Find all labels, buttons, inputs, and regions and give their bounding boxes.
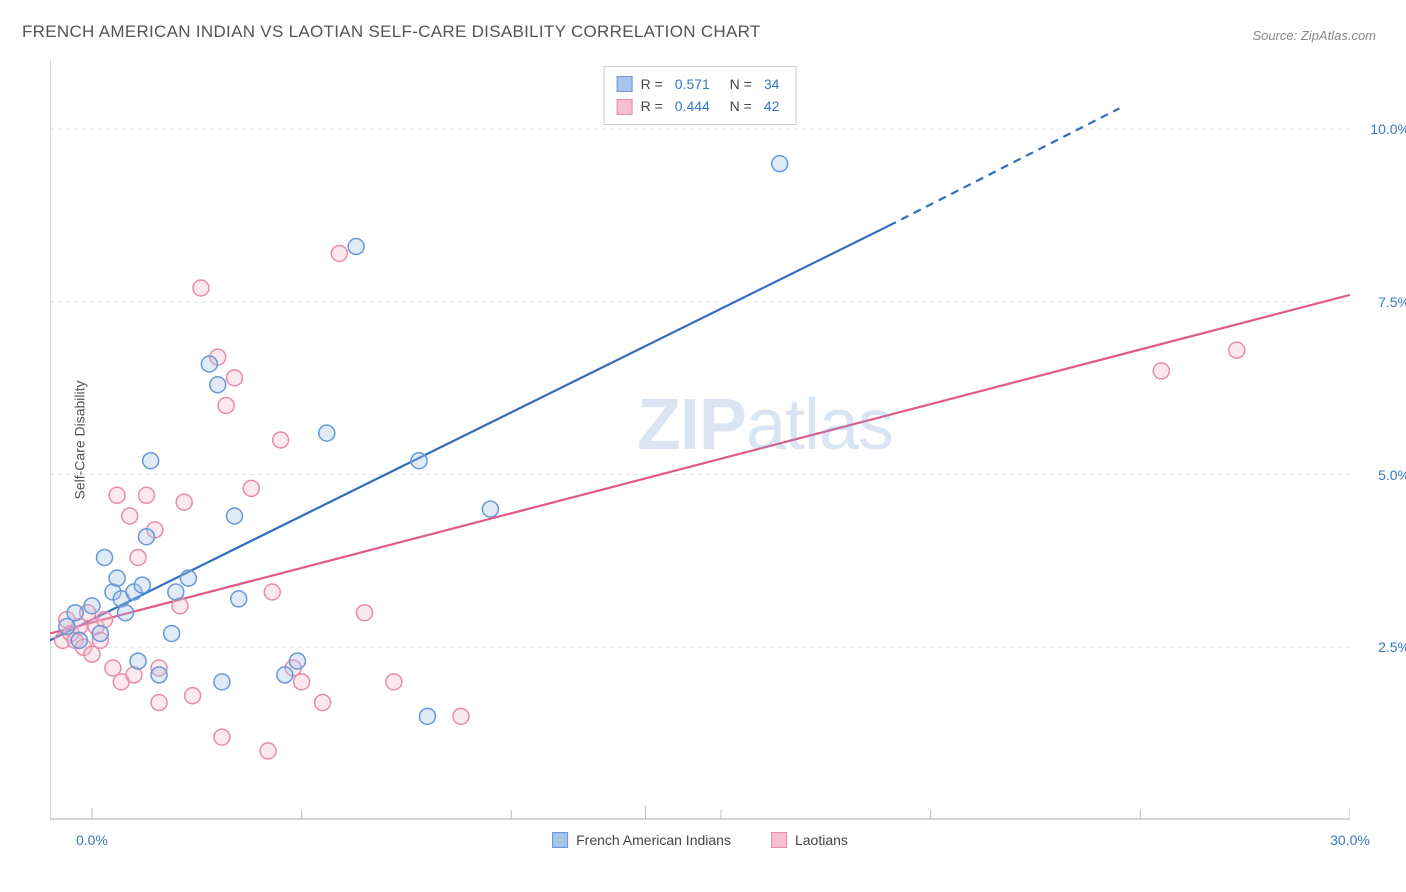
source-attribution: Source: ZipAtlas.com <box>1252 28 1376 43</box>
legend-stat-row: R = 0.571 N = 34 <box>617 73 784 95</box>
x-tick-label: 0.0% <box>76 832 108 848</box>
chart-area: Self-Care Disability ZIPatlas R = 0.571 … <box>50 60 1350 820</box>
legend-series-item: French American Indians <box>552 832 731 848</box>
legend-swatch <box>617 99 633 115</box>
y-tick-label: 10.0% <box>1370 121 1406 137</box>
legend-stat-row: R = 0.444 N = 42 <box>617 95 784 117</box>
x-tick-label: 30.0% <box>1330 832 1370 848</box>
chart-title: FRENCH AMERICAN INDIAN VS LAOTIAN SELF-C… <box>22 22 761 42</box>
legend-series-label: French American Indians <box>576 832 731 848</box>
legend-series-item: Laotians <box>771 832 848 848</box>
legend-series-label: Laotians <box>795 832 848 848</box>
legend-swatch <box>552 832 568 848</box>
legend-series: French American Indians Laotians <box>552 832 848 848</box>
legend-stats: R = 0.571 N = 34R = 0.444 N = 42 <box>604 66 797 125</box>
scatter-plot <box>50 60 1350 820</box>
legend-swatch <box>771 832 787 848</box>
y-tick-label: 5.0% <box>1378 467 1406 483</box>
legend-swatch <box>617 76 633 92</box>
y-tick-label: 2.5% <box>1378 639 1406 655</box>
y-tick-label: 7.5% <box>1378 294 1406 310</box>
